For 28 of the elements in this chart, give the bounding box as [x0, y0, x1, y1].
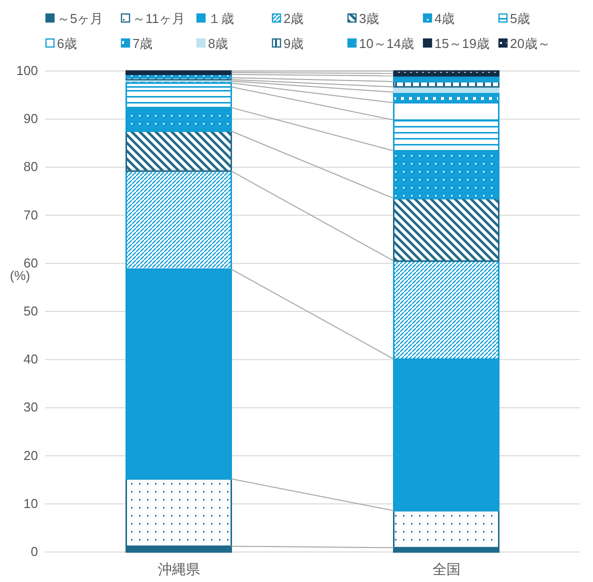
legend-label: １歳: [208, 11, 234, 26]
y-tick-label: 100: [16, 63, 38, 78]
legend-label: ～5ヶ月: [57, 11, 104, 26]
legend-label: 3歳: [359, 11, 380, 26]
y-tick-label: 30: [24, 400, 38, 415]
legend-label: 8歳: [208, 36, 228, 51]
y-tick-label: 0: [30, 544, 38, 559]
legend-label: 20歳～: [510, 36, 550, 51]
x-tick-label: 沖縄県: [158, 561, 200, 577]
legend-label: 10～14歳: [359, 36, 414, 51]
legend-label: 9歳: [284, 36, 304, 51]
y-tick-label: 80: [24, 159, 38, 174]
x-tick-label: 全国: [432, 561, 460, 577]
legend-label: 7歳: [132, 36, 153, 51]
legend-label: 5歳: [510, 11, 530, 26]
y-tick-label: 50: [24, 304, 38, 318]
legend-label: 15～19歳: [434, 36, 490, 51]
y-tick-label: 20: [24, 448, 38, 463]
y-tick-label: 90: [24, 111, 38, 126]
legend-label: ～11ヶ月: [132, 11, 185, 26]
y-tick-label: 10: [24, 496, 38, 511]
y-tick-label: 70: [24, 207, 38, 222]
legend-label: 2歳: [284, 11, 304, 26]
legend-label: 6歳: [57, 36, 78, 51]
y-tick-label: 60: [24, 255, 38, 270]
legend-label: 4歳: [434, 11, 455, 26]
y-axis-title: (%): [10, 268, 30, 283]
y-tick-label: 40: [24, 352, 38, 367]
